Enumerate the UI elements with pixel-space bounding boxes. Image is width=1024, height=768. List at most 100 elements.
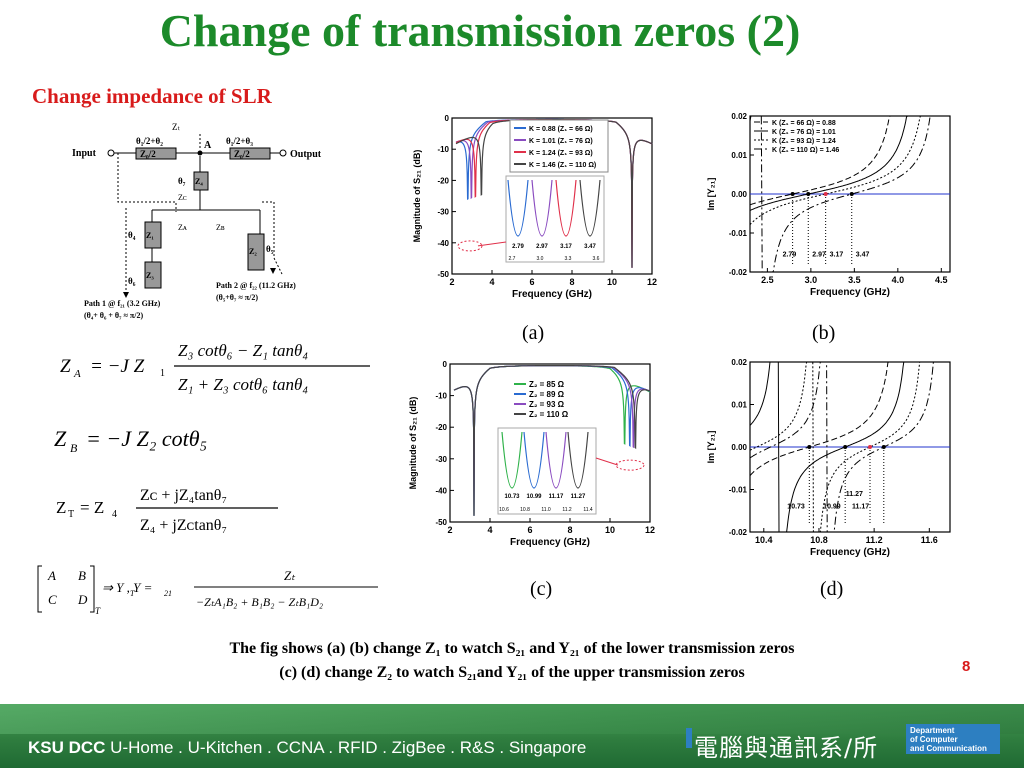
inset-label: 3.47 bbox=[584, 244, 596, 250]
chart-d-y21-vs-z2: 10.4 10.8 11.2 11.6 0.02 0.01 0.00 -0.01 -0.02 Fr… bbox=[706, 356, 956, 560]
zt-eq-sub: 4 bbox=[112, 509, 117, 520]
x-tick-label: 3.0 bbox=[805, 275, 818, 285]
theta4-label: θ₄ bbox=[128, 230, 136, 240]
x-tick-label: 10.8 bbox=[810, 535, 828, 545]
legend-box bbox=[509, 119, 609, 173]
legend-entry: K (Z₁ = 93 Ω) = 1.24 bbox=[772, 138, 836, 145]
matrix-d: D bbox=[77, 592, 88, 607]
inset-curve bbox=[555, 179, 577, 237]
inset-tick-label: 10.6 bbox=[499, 507, 509, 513]
legend-entry: Z₂ = 85 Ω bbox=[529, 380, 565, 389]
theta7-label: θ₇ bbox=[178, 176, 186, 186]
equation-abcd: A B C D T ⇒ Y , Y = T 21 Zₜ −ZₜA₁B₂ + B₁… bbox=[37, 565, 378, 616]
x-tick-label: 10 bbox=[607, 277, 617, 287]
inset-label: 10.99 bbox=[526, 494, 542, 500]
inset-tick-label: 10.8 bbox=[520, 507, 530, 513]
x-tick-label: 2 bbox=[449, 277, 454, 287]
y-tick-label: -10 bbox=[437, 145, 449, 154]
caption-d: (d) bbox=[820, 578, 844, 600]
x-tick-label: 8 bbox=[567, 525, 572, 535]
z2-box bbox=[247, 233, 265, 271]
inset-label: 3.17 bbox=[560, 244, 572, 250]
z1-label: Z₁ bbox=[146, 231, 154, 240]
legend-entry: K = 1.01 (Z₁ = 76 Ω) bbox=[529, 138, 593, 145]
theta-top-right: θ₁/2+θ₃ bbox=[226, 136, 253, 146]
zero-annotation: 3.47 bbox=[856, 251, 870, 258]
inset-curve bbox=[531, 179, 553, 237]
x-tick-label: 3.5 bbox=[848, 275, 861, 285]
matrix-sub: T bbox=[95, 606, 101, 616]
zero-marker bbox=[807, 445, 812, 449]
legend-entry: K (Z₁ = 76 Ω) = 1.01 bbox=[772, 129, 836, 136]
zc-label: Zᴄ bbox=[178, 193, 187, 202]
y-axis-label: Im [Y₂₁] bbox=[706, 431, 716, 464]
y-tick-label: 0 bbox=[443, 360, 448, 369]
zt-numerator: Zᴄ + jZ₄tanθ₇ bbox=[140, 487, 227, 504]
caption-c: (c) bbox=[530, 578, 553, 600]
zt-eq: = Z bbox=[80, 498, 104, 517]
zoom-marker bbox=[457, 240, 483, 252]
zero-annotation: 10.73 bbox=[787, 504, 805, 511]
zb-rhs: = −J Z₂ cotθ₅ bbox=[86, 426, 207, 451]
inset-curve bbox=[523, 431, 545, 489]
y-tick-label: -0.01 bbox=[729, 229, 748, 238]
page-number: 8 bbox=[962, 658, 971, 675]
zero-marker bbox=[790, 192, 795, 196]
zero-marker bbox=[849, 192, 854, 196]
z3-box bbox=[144, 261, 162, 289]
y-tick-label: -50 bbox=[435, 518, 447, 527]
inset-tick-label: 11.4 bbox=[583, 507, 593, 513]
x-tick-label: 4.5 bbox=[935, 275, 948, 285]
y-tick-label: -50 bbox=[437, 270, 449, 279]
x-axis-label: Frequency (GHz) bbox=[510, 537, 590, 548]
yt-y21: ⇒ Y , Y = bbox=[102, 580, 152, 595]
circuit-diagram: Zₜ A Input Z₀/2 θ₁/2+θ₂ Z₀/2 θ₁/2+θ₃ Out… bbox=[66, 120, 340, 326]
zero-marker bbox=[868, 445, 872, 449]
y-tick-label: -30 bbox=[435, 455, 447, 464]
z0-right-label: Z₀/2 bbox=[234, 149, 250, 159]
z1-box bbox=[144, 221, 162, 249]
equation-zt: Z T = Z 4 Zᴄ + jZ₄tanθ₇ Z₄ + jZᴄtanθ₇ bbox=[56, 487, 278, 534]
chart-c-s21-vs-z2: 2 4 6 8 10 12 0 -10 -20 -30 -40 -50 Frequency (GHz) M… bbox=[406, 356, 658, 556]
y-axis-label: Im [Y₂₁] bbox=[706, 178, 716, 211]
abcd-denominator: −ZₜA₁B₂ + B₁B₂ − ZₜB₁D₂ bbox=[196, 595, 323, 609]
s21-curve bbox=[453, 365, 651, 516]
zt-denominator: Z₄ + jZᴄtanθ₇ bbox=[140, 517, 227, 534]
y21-curve bbox=[749, 361, 923, 533]
x-tick-label: 4 bbox=[489, 277, 494, 287]
input-label: Input bbox=[72, 148, 97, 159]
legend-entry: K (Z₁ = 66 Ω) = 0.88 bbox=[772, 120, 836, 127]
zb-label: Zʙ bbox=[216, 223, 225, 232]
zero-annotation: 10.99 bbox=[823, 504, 841, 511]
zero-marker bbox=[806, 192, 811, 196]
y21-curve bbox=[749, 115, 897, 206]
y21-curve bbox=[749, 361, 908, 533]
summary-line-2: (c) (d) change Z₂ to watch S₂₁and Y₂₁ of… bbox=[279, 664, 745, 681]
y-tick-label: -0.01 bbox=[729, 486, 748, 495]
x-tick-label: 10 bbox=[605, 525, 615, 535]
theta6-label: θ₆ bbox=[128, 276, 136, 286]
abcd-numerator: Zₜ bbox=[284, 568, 296, 583]
zt-lhs-sub: T bbox=[68, 509, 74, 520]
zoom-marker bbox=[615, 459, 645, 471]
za-denominator: Z₁ + Z₃ cotθ₆ tanθ₄ bbox=[178, 375, 308, 394]
legend-entry: K (Z₁ = 110 Ω) = 1.46 bbox=[772, 147, 839, 154]
y-tick-label: 0.01 bbox=[731, 151, 747, 160]
y-tick-label: -20 bbox=[437, 176, 449, 185]
legend-entry: K = 1.46 (Z₁ = 110 Ω) bbox=[529, 162, 596, 169]
path2-line1: Path 2 @ f₂₂ (11.2 GHz) bbox=[216, 281, 296, 290]
inset-tick-label: 11.0 bbox=[541, 507, 551, 513]
zb-lhs: Z bbox=[54, 426, 67, 451]
z2-label: Z₂ bbox=[249, 247, 257, 256]
path1-line2: (θ₄+ θ₆ + θ₇ ≈ π/2) bbox=[84, 311, 144, 320]
zero-marker bbox=[881, 445, 886, 449]
za-numerator: Z₃ cotθ₆ − Z₁ tanθ₄ bbox=[178, 341, 308, 360]
zt-lhs: Z bbox=[56, 498, 66, 517]
legend-entry: Z₂ = 89 Ω bbox=[529, 390, 565, 399]
node-a-label: A bbox=[204, 140, 212, 151]
y-tick-label: 0.00 bbox=[731, 190, 747, 199]
yt-sub: T bbox=[130, 589, 135, 598]
y21-sub: 21 bbox=[164, 589, 172, 598]
za-mid: = −J Z bbox=[90, 356, 145, 377]
inset-tick-label: 3.0 bbox=[537, 256, 544, 262]
